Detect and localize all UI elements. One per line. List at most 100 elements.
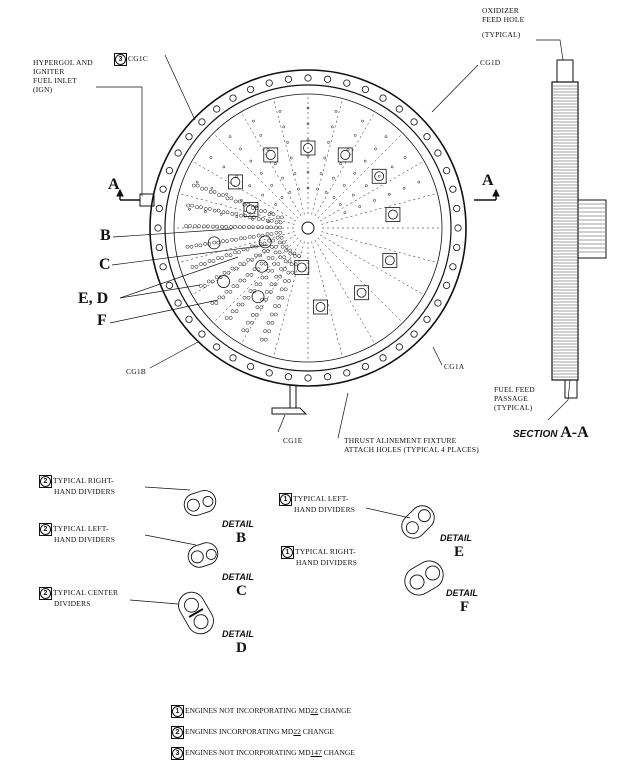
orifice — [277, 240, 282, 245]
bolt-hole — [304, 374, 312, 382]
orifice — [263, 337, 268, 342]
orifice — [246, 320, 250, 325]
orifice — [283, 279, 287, 283]
bolt-hole — [213, 343, 221, 351]
bolt-hole — [434, 299, 442, 307]
note-marker-3: 3 — [114, 53, 127, 66]
section-a-a-view — [551, 59, 607, 399]
orifice — [254, 282, 259, 287]
bolt-hole — [423, 133, 431, 141]
orifice — [256, 233, 261, 238]
bolt-hole — [284, 373, 293, 381]
orifice — [198, 243, 203, 248]
orifice — [215, 224, 219, 229]
orifice — [288, 191, 292, 194]
detail-d-caption: 2 TYPICAL CENTER DIVIDERS — [39, 587, 118, 608]
orifice — [235, 215, 239, 219]
orifice — [250, 313, 255, 317]
orifice — [186, 203, 190, 208]
section-oxidizer-boss — [556, 59, 574, 83]
detail-c-caption: 2 TYPICAL LEFT- HAND DIVIDERS — [39, 523, 115, 544]
orifice — [330, 125, 334, 129]
note-1: 1 ENGINES NOT INCORPORATING MD22 CHANGE — [171, 705, 351, 718]
orifice — [247, 225, 251, 229]
spoke-line — [321, 231, 436, 263]
orifice — [334, 109, 338, 113]
section-arrow-left — [116, 188, 124, 197]
detail-b-title: DETAIL B — [222, 519, 254, 546]
orifice — [315, 187, 319, 191]
bolt-hole — [453, 243, 461, 252]
orifice — [266, 249, 270, 253]
orifice — [280, 196, 284, 199]
port-boss — [243, 202, 259, 217]
port-boss — [354, 285, 369, 301]
orifice — [203, 207, 208, 211]
orifice — [332, 196, 336, 199]
spoke-line — [241, 239, 302, 343]
orifice — [233, 199, 238, 204]
orifice — [230, 266, 235, 271]
orifice — [259, 209, 263, 213]
thrust-fixture-label: THRUST ALINEMENT FIXTURE ATTACH HOLES (T… — [344, 436, 479, 454]
orifice — [351, 193, 355, 197]
orifice — [214, 301, 219, 305]
spoke-line — [311, 241, 343, 356]
orifice — [249, 273, 254, 277]
oxidizer-feed-label: OXIDIZER FEED HOLE (TYPICAL) — [482, 6, 525, 39]
orifice — [238, 278, 243, 283]
orifice — [343, 184, 346, 187]
orifice — [211, 259, 216, 263]
orifice — [233, 250, 237, 255]
port-boss — [385, 207, 401, 222]
spoke-line — [180, 193, 295, 225]
orifice — [248, 215, 252, 220]
orifice — [224, 316, 229, 320]
section-a-a-title: SECTION A-A — [513, 424, 589, 441]
port-hole — [315, 302, 326, 312]
orifice — [224, 289, 229, 294]
orifice — [225, 196, 230, 201]
orifice — [229, 196, 234, 201]
bolt-hole — [229, 354, 237, 362]
orifice — [261, 193, 265, 197]
spoke-line — [273, 100, 305, 215]
orifice — [306, 122, 310, 126]
orifice — [234, 237, 238, 242]
injector-ports — [207, 140, 401, 315]
orifice — [257, 217, 261, 221]
detail-c-shape — [187, 542, 219, 568]
orifice — [239, 213, 244, 218]
orifice — [278, 225, 282, 230]
orifice — [272, 262, 277, 266]
orifice — [287, 259, 292, 264]
orifice — [417, 180, 421, 184]
orifice — [238, 225, 242, 229]
orifice — [238, 236, 243, 241]
orifice — [198, 283, 203, 288]
orifice — [250, 206, 255, 210]
orifice — [245, 328, 250, 333]
orifice — [255, 305, 260, 310]
orifice — [288, 251, 293, 256]
orifice — [283, 287, 288, 292]
orifice — [219, 212, 223, 216]
spoke-line — [273, 241, 305, 356]
orifice — [267, 212, 272, 217]
orifice — [242, 278, 247, 283]
orifice — [235, 284, 240, 288]
orifice — [242, 225, 246, 229]
orifice — [273, 244, 278, 249]
orifice — [216, 208, 221, 213]
port-hole — [296, 262, 307, 273]
orifice — [306, 106, 310, 110]
orifice — [266, 320, 271, 325]
orifice — [259, 337, 264, 342]
orifice — [363, 159, 367, 163]
orifice — [220, 224, 224, 229]
orifice — [202, 224, 206, 229]
orifice — [252, 215, 256, 220]
orifice — [191, 183, 196, 188]
port-boss — [337, 147, 353, 163]
orifice — [194, 243, 199, 248]
